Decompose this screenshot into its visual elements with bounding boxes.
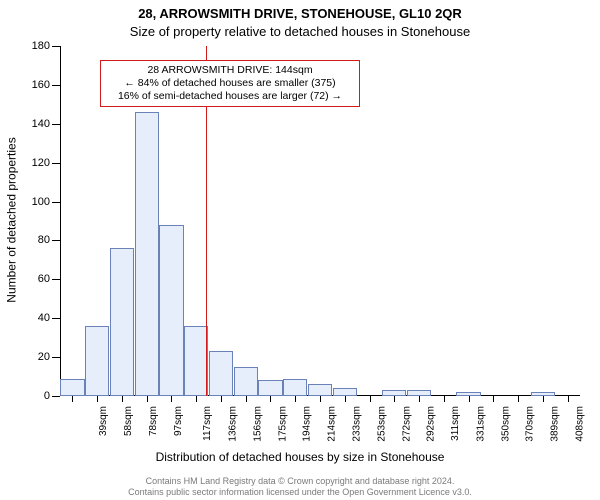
x-tick — [394, 396, 395, 402]
x-tick — [171, 396, 172, 402]
x-tick-label: 350sqm — [500, 406, 511, 442]
x-tick-label: 272sqm — [401, 406, 412, 442]
footer-line1: Contains HM Land Registry data © Crown c… — [0, 476, 600, 487]
x-tick — [72, 396, 73, 402]
y-tick-label: 20 — [10, 351, 50, 363]
y-tick — [52, 163, 60, 164]
x-tick — [444, 396, 445, 402]
histogram-bar — [135, 112, 159, 396]
histogram-bar — [258, 380, 282, 396]
x-tick — [221, 396, 222, 402]
x-tick-label: 370sqm — [525, 406, 536, 442]
x-tick — [122, 396, 123, 402]
y-tick — [52, 124, 60, 125]
y-tick-label: 40 — [10, 312, 50, 324]
x-tick — [543, 396, 544, 402]
y-tick-label: 140 — [10, 118, 50, 130]
x-tick-label: 292sqm — [426, 406, 437, 442]
x-tick — [270, 396, 271, 402]
plot-area: 02040608010012014016018039sqm58sqm78sqm9… — [60, 46, 580, 396]
histogram-bar — [333, 388, 357, 396]
x-tick — [370, 396, 371, 402]
x-tick — [345, 396, 346, 402]
histogram-bar — [184, 326, 208, 396]
x-tick — [568, 396, 569, 402]
x-tick-label: 156sqm — [253, 406, 264, 442]
x-tick — [246, 396, 247, 402]
y-tick-label: 160 — [10, 79, 50, 91]
annotation-line2: ← 84% of detached houses are smaller (37… — [107, 77, 353, 90]
histogram-bar — [159, 225, 183, 396]
x-axis-label: Distribution of detached houses by size … — [0, 450, 600, 464]
y-tick — [52, 85, 60, 86]
histogram-bar — [85, 326, 109, 396]
y-tick-label: 100 — [10, 196, 50, 208]
footer-attribution: Contains HM Land Registry data © Crown c… — [0, 476, 600, 499]
x-tick — [493, 396, 494, 402]
x-tick-label: 311sqm — [450, 406, 461, 441]
y-tick-label: 180 — [10, 40, 50, 52]
x-tick-label: 136sqm — [228, 406, 239, 442]
x-tick — [320, 396, 321, 402]
y-tick — [52, 357, 60, 358]
y-tick-label: 120 — [10, 157, 50, 169]
histogram-bar — [110, 248, 134, 396]
y-tick — [52, 318, 60, 319]
x-tick-label: 194sqm — [302, 406, 313, 442]
y-tick — [52, 279, 60, 280]
y-tick-label: 60 — [10, 273, 50, 285]
chart-container: { "chart": { "type": "histogram", "title… — [0, 0, 600, 500]
x-tick — [295, 396, 296, 402]
x-tick-label: 389sqm — [550, 406, 561, 442]
x-tick-label: 253sqm — [376, 406, 387, 442]
x-tick-label: 58sqm — [123, 406, 134, 436]
chart-title-address: 28, ARROWSMITH DRIVE, STONEHOUSE, GL10 2… — [0, 6, 600, 21]
x-tick — [419, 396, 420, 402]
chart-title-subtitle: Size of property relative to detached ho… — [0, 24, 600, 39]
y-axis-label: Number of detached properties — [2, 0, 22, 440]
histogram-bar — [308, 384, 332, 396]
y-tick — [52, 46, 60, 47]
x-tick — [469, 396, 470, 402]
x-tick-label: 233sqm — [352, 406, 363, 442]
x-tick-label: 331sqm — [475, 406, 486, 442]
x-tick-label: 175sqm — [277, 406, 288, 442]
x-tick-label: 78sqm — [148, 406, 159, 436]
x-tick — [97, 396, 98, 402]
annotation-box: 28 ARROWSMITH DRIVE: 144sqm← 84% of deta… — [100, 60, 360, 107]
histogram-bar — [60, 379, 84, 397]
x-tick-label: 214sqm — [327, 406, 338, 442]
x-tick — [147, 396, 148, 402]
y-tick — [52, 240, 60, 241]
annotation-line1: 28 ARROWSMITH DRIVE: 144sqm — [107, 64, 353, 77]
x-tick-label: 97sqm — [173, 406, 184, 436]
footer-line2: Contains public sector information licen… — [0, 487, 600, 498]
x-tick-label: 408sqm — [574, 406, 585, 442]
x-tick-label: 117sqm — [202, 406, 213, 441]
histogram-bar — [209, 351, 233, 396]
x-tick — [518, 396, 519, 402]
y-tick — [52, 396, 60, 397]
histogram-bar — [234, 367, 258, 396]
x-tick-label: 39sqm — [98, 406, 109, 436]
histogram-bar — [283, 379, 307, 397]
y-tick — [52, 202, 60, 203]
y-tick-label: 0 — [10, 390, 50, 402]
annotation-line3: 16% of semi-detached houses are larger (… — [107, 90, 353, 103]
x-tick — [196, 396, 197, 402]
y-tick-label: 80 — [10, 234, 50, 246]
